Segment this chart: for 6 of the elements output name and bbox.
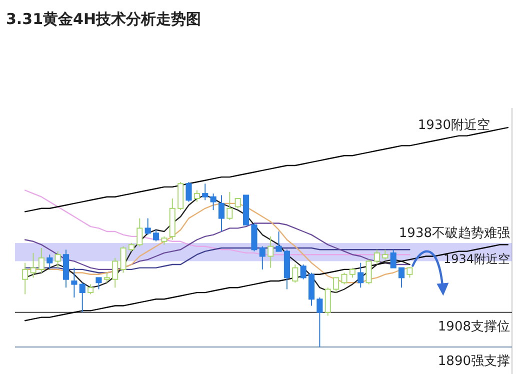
annotation: 1930附近空 (418, 118, 490, 133)
ref-line-label: 1890强支撑 (438, 354, 510, 369)
annotation: 1938不破趋势难强 (398, 226, 510, 242)
band-label: 1934附近空 (443, 252, 510, 266)
title: 3.31黄金4H技术分析走势图 (6, 10, 201, 28)
ref-line-label: 1908支撑位 (438, 319, 510, 334)
